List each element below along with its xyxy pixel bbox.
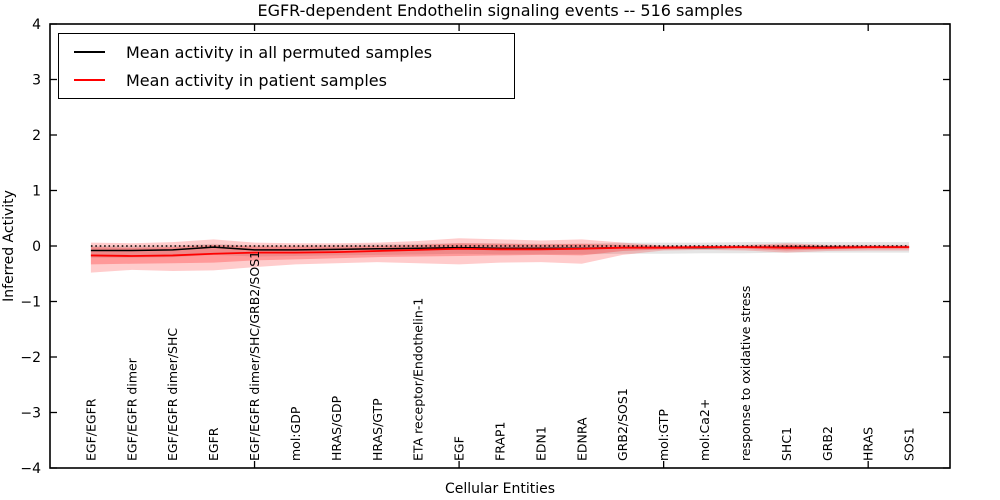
x-category-label: ETA receptor/Endothelin-1 — [411, 298, 426, 461]
y-tick-label: 1 — [32, 184, 41, 200]
x-category-label: GRB2 — [820, 426, 835, 461]
y-tick-label: −1 — [20, 295, 41, 311]
x-category-label: response to oxidative stress — [738, 286, 753, 461]
x-category-label: EGF/EGFR — [83, 398, 98, 461]
x-category-label: mol:GDP — [288, 406, 303, 461]
x-category-label: EGFR — [206, 427, 221, 461]
plot-canvas: 4 3 2 1 0 −1 −2 −3 −4 EGF/EGFR EGF/EGFR dimer EGF/E… — [20, 17, 951, 477]
legend-label-permuted: Mean activity in all permuted samples — [126, 42, 433, 62]
x-category-label: SHC1 — [779, 427, 794, 461]
y-tick-label: 3 — [32, 73, 41, 89]
x-category-label: GRB2/SOS1 — [615, 388, 630, 461]
legend-entry-patient: Mean activity in patient samples — [59, 66, 514, 94]
x-category-label: EDN1 — [533, 426, 548, 461]
legend-label-patient: Mean activity in patient samples — [126, 70, 387, 90]
x-category-label: EGF/EGFR dimer/SHC/GRB2/SOS1 — [247, 251, 262, 461]
legend-entry-permuted: Mean activity in all permuted samples — [59, 38, 514, 66]
legend: Mean activity in all permuted samples Me… — [58, 33, 515, 99]
x-category-label: EGF — [452, 436, 467, 461]
x-axis-label: Cellular Entities — [444, 481, 556, 497]
y-tick-label: 2 — [32, 128, 41, 144]
x-category-label: SOS1 — [902, 427, 917, 461]
patient-mean-line — [90, 246, 910, 257]
y-axis-label: Inferred Activity — [1, 190, 17, 302]
x-category-label: EGF/EGFR dimer — [124, 357, 139, 461]
legend-line-sample-red — [74, 79, 105, 81]
y-tick-label: 4 — [32, 17, 41, 33]
y-tick-label: −2 — [20, 350, 41, 366]
band-patient-inner — [90, 243, 910, 265]
x-category-label: HRAS/GTP — [370, 398, 385, 461]
chart-title: EGFR-dependent Endothelin signaling even… — [257, 1, 743, 20]
y-tick-label: 0 — [32, 239, 41, 255]
x-category-label: EGF/EGFR dimer/SHC — [165, 328, 180, 461]
legend-line-sample-black — [74, 51, 105, 53]
y-tick-label: −3 — [20, 406, 41, 422]
x-category-label: mol:Ca2+ — [697, 399, 712, 461]
x-category-label: mol:GTP — [656, 409, 671, 461]
x-category-label: EDNRA — [574, 417, 589, 461]
x-category-label: FRAP1 — [493, 422, 508, 461]
x-category-label: HRAS/GDP — [329, 395, 344, 461]
x-category-label: HRAS — [861, 427, 876, 461]
plot-area: 4 3 2 1 0 −1 −2 −3 −4 EGF/EGFR EGF/EGFR dimer EGF/E… — [20, 17, 951, 477]
y-tick-label: −4 — [20, 461, 41, 477]
